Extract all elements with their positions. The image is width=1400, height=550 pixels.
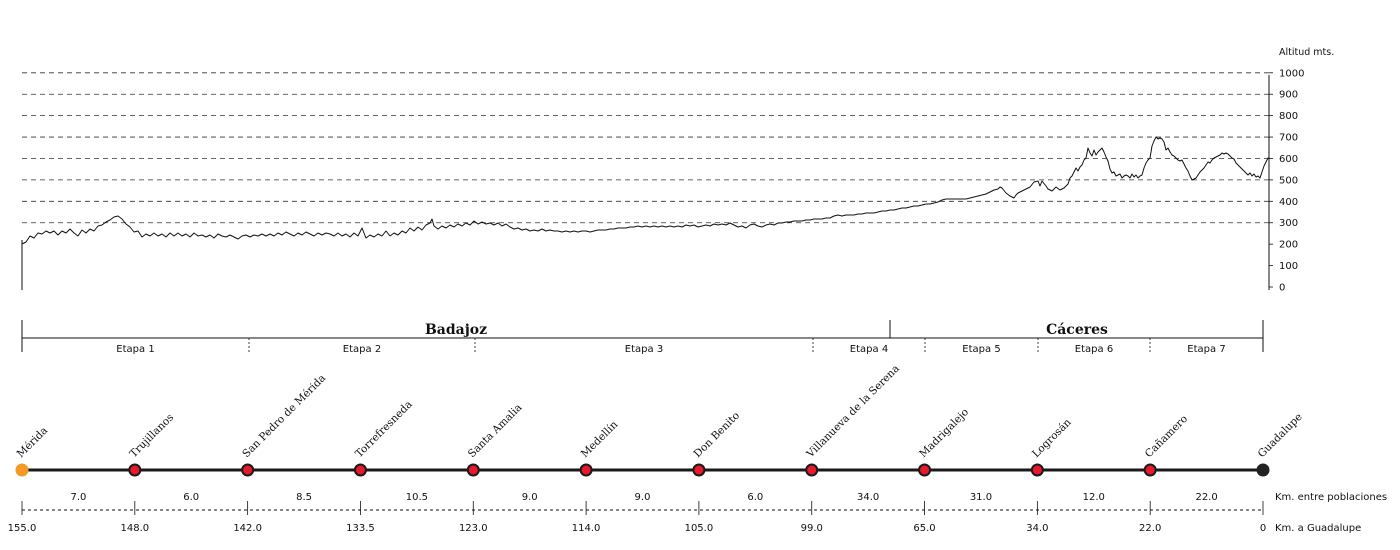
segment-distance: 22.0 <box>1195 492 1217 503</box>
segment-distance: 12.0 <box>1083 492 1105 503</box>
altitude-gridlines <box>22 72 1269 224</box>
km-between-label: Km. entre poblaciones <box>1275 492 1387 503</box>
segment-distance: 34.0 <box>857 492 879 503</box>
route-line-group: Mérida 155.0 Trujillanos 148.0 San Pedro de … <box>8 363 1387 534</box>
km-to-end-value: 133.5 <box>346 523 375 534</box>
altitude-tick-label: 900 <box>1279 90 1298 101</box>
altitude-tick-label: 600 <box>1279 154 1298 165</box>
town-marker <box>241 463 255 477</box>
altitude-axis-label: Altitud mts. <box>1279 47 1334 58</box>
town-marker <box>128 463 142 477</box>
town-name: Santa Amalia <box>466 402 525 461</box>
town-name: Cañamero <box>1143 413 1190 460</box>
altitude-tick-label: 100 <box>1279 261 1298 272</box>
altitude-tick-label: 500 <box>1279 175 1298 186</box>
town-name: Villanueva de la Serena <box>804 363 902 461</box>
altitude-tick-label: 400 <box>1279 197 1298 208</box>
town-name: Don Benito <box>692 410 743 461</box>
town-name: Guadalupe <box>1256 411 1305 460</box>
km-to-end-value: 123.0 <box>459 523 488 534</box>
town-marker <box>579 463 593 477</box>
segment-distance: 10.5 <box>406 492 428 503</box>
elevation-profile-line <box>21 136 1270 245</box>
km-to-end-label: Km. a Guadalupe <box>1275 523 1361 534</box>
stage-label: Etapa 5 <box>962 344 1000 355</box>
altitude-tick-label: 800 <box>1279 111 1298 122</box>
town-marker <box>805 463 819 477</box>
town-name: Medellín <box>579 418 621 460</box>
stage-label: Etapa 1 <box>116 344 154 355</box>
km-to-end-value: 155.0 <box>8 523 37 534</box>
town-marker <box>1143 463 1157 477</box>
altitude-tick-label: 0 <box>1279 283 1285 294</box>
town-name: San Pedro de Mérida <box>240 372 328 460</box>
km-to-end-value: 142.0 <box>233 523 262 534</box>
km-to-end-value: 114.0 <box>572 523 601 534</box>
town-marker <box>353 463 367 477</box>
km-to-end-value: 105.0 <box>685 523 714 534</box>
segment-distance: 7.0 <box>70 492 86 503</box>
segment-distance: 6.0 <box>747 492 763 503</box>
town-marker <box>466 463 480 477</box>
town-name: Mérida <box>15 425 51 461</box>
segment-distance: 31.0 <box>970 492 992 503</box>
km-to-end-value: 0 <box>1260 523 1266 534</box>
town-marker <box>1030 463 1044 477</box>
start-marker <box>15 463 29 477</box>
altitude-tick-label: 300 <box>1279 218 1298 229</box>
province-caceres: Cáceres <box>1046 322 1108 338</box>
stage-label: Etapa 7 <box>1187 344 1225 355</box>
km-to-end-value: 99.0 <box>801 523 823 534</box>
end-marker <box>1256 463 1270 477</box>
town-marker <box>918 463 932 477</box>
altitude-tick-label: 1000 <box>1279 68 1304 79</box>
segment-distance: 6.0 <box>183 492 199 503</box>
km-to-end-value: 34.0 <box>1026 523 1048 534</box>
stage-label: Etapa 6 <box>1075 344 1113 355</box>
town-name: Madrigalejo <box>917 406 971 460</box>
km-to-end-value: 148.0 <box>120 523 149 534</box>
town-name: Trujillanos <box>127 411 176 460</box>
km-to-end-value: 22.0 <box>1139 523 1161 534</box>
segment-distance: 9.0 <box>522 492 538 503</box>
altitude-tick-labels: 0 100 200 300 400 500 600 700 800 900 1000 <box>1269 68 1304 294</box>
stage-label: Etapa 4 <box>850 344 888 355</box>
town-name: Logrosán <box>1030 416 1074 460</box>
province-stage-bar: Badajoz Cáceres Etapa 1 Etapa 2 Etapa 3 Eta… <box>21 320 1264 355</box>
altitude-tick-label: 200 <box>1279 240 1298 251</box>
town-marker <box>692 463 706 477</box>
stage-label: Etapa 2 <box>343 344 381 355</box>
town-name: Torrefresneda <box>353 398 415 460</box>
stage-label: Etapa 3 <box>625 344 663 355</box>
altitude-tick-label: 700 <box>1279 133 1298 144</box>
km-to-end-value: 65.0 <box>913 523 935 534</box>
province-badajoz: Badajoz <box>425 322 487 338</box>
segment-distance: 8.5 <box>296 492 312 503</box>
altitude-profile: Altitud mts. 0 100 200 300 400 500 600 700 800 90… <box>21 47 1334 294</box>
segment-distance: 9.0 <box>635 492 651 503</box>
